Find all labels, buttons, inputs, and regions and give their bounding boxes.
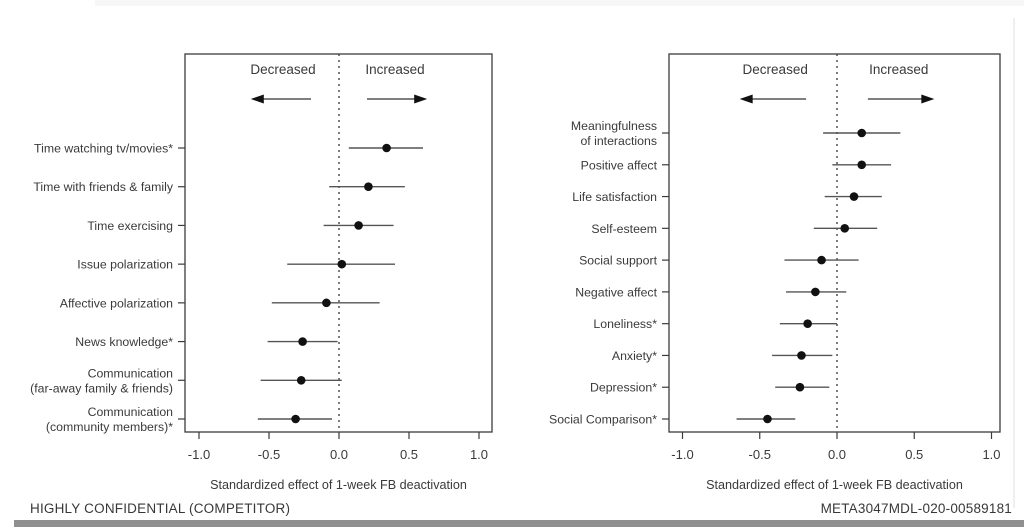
- decreased-header-label: Decreased: [743, 62, 808, 77]
- row-label: (far-away family & friends): [30, 381, 173, 395]
- row-label: Life satisfaction: [572, 190, 657, 204]
- estimate-point: [857, 128, 867, 138]
- row-label: Self-esteem: [591, 222, 657, 236]
- decreased-arrow-head-icon: [250, 94, 264, 104]
- bates-number: META3047MDL-020-00589181: [820, 501, 1012, 516]
- increased-header-label: Increased: [365, 62, 424, 77]
- estimate-point: [797, 351, 806, 360]
- row-label: Time with friends & family: [33, 180, 173, 194]
- x-tick-label: 0.5: [400, 447, 418, 462]
- plot-box: [184, 53, 493, 433]
- estimate-point: [849, 192, 859, 201]
- row-label: Social support: [579, 254, 658, 268]
- row-label: Anxiety*: [612, 349, 657, 363]
- decreased-header-label: Decreased: [250, 62, 315, 77]
- increased-arrow-head-icon: [921, 94, 935, 104]
- increased-header-label: Increased: [869, 62, 928, 77]
- row-label: (community members)*: [46, 420, 173, 434]
- estimate-point: [322, 298, 331, 308]
- estimate-point: [296, 375, 306, 385]
- estimate-point: [291, 414, 300, 424]
- row-label: Loneliness*: [593, 317, 657, 331]
- estimate-point: [857, 160, 867, 170]
- x-tick-label: -1.0: [671, 447, 693, 462]
- estimate-point: [811, 287, 820, 297]
- row-label: Communication: [88, 405, 174, 419]
- estimate-point: [795, 382, 805, 392]
- row-label: Negative affect: [575, 285, 657, 299]
- decreased-arrow-head-icon: [739, 94, 753, 104]
- x-tick-label: 0.0: [828, 447, 846, 462]
- x-tick-label: 1.0: [470, 447, 488, 462]
- estimate-point: [817, 255, 826, 265]
- estimate-point: [364, 182, 373, 192]
- increased-arrow-head-icon: [414, 94, 428, 104]
- row-label: Positive affect: [581, 158, 658, 172]
- row-label: Time watching tv/movies*: [34, 142, 173, 156]
- x-tick-label: -0.5: [749, 447, 771, 462]
- row-label: Communication: [88, 366, 174, 380]
- estimate-point: [382, 143, 391, 153]
- estimate-point: [763, 414, 772, 424]
- x-axis-title: Standardized effect of 1-week FB deactiv…: [706, 478, 963, 492]
- row-label: of interactions: [580, 134, 657, 148]
- estimate-point: [337, 259, 347, 269]
- x-tick-label: 0.0: [330, 447, 348, 462]
- plot-box: [668, 53, 1001, 433]
- estimate-point: [803, 319, 812, 328]
- x-tick-label: -1.0: [188, 447, 210, 462]
- x-tick-label: -0.5: [258, 447, 280, 462]
- row-label: Time exercising: [87, 219, 173, 233]
- x-axis-title: Standardized effect of 1-week FB deactiv…: [210, 478, 467, 492]
- estimate-point: [298, 337, 307, 346]
- row-label: Meaningfulness: [571, 119, 657, 133]
- page-top-edge: [95, 0, 1024, 6]
- row-label: Affective polarization: [60, 296, 173, 310]
- confidentiality-marking: HIGHLY CONFIDENTIAL (COMPETITOR): [30, 501, 291, 516]
- row-label: News knowledge*: [75, 335, 173, 349]
- row-label: Social Comparison*: [549, 413, 657, 427]
- page-bottom-bar: [14, 520, 1024, 527]
- estimate-point: [840, 224, 850, 233]
- estimate-point: [354, 221, 363, 230]
- x-tick-label: 1.0: [982, 447, 1000, 462]
- forest-plots-figure: Decreased Increased Time watching tv/movie…: [30, 53, 1001, 492]
- row-label: Issue polarization: [77, 258, 173, 272]
- x-tick-label: 0.5: [905, 447, 923, 462]
- row-label: Depression*: [590, 381, 657, 395]
- page-right-edge: [1013, 18, 1015, 508]
